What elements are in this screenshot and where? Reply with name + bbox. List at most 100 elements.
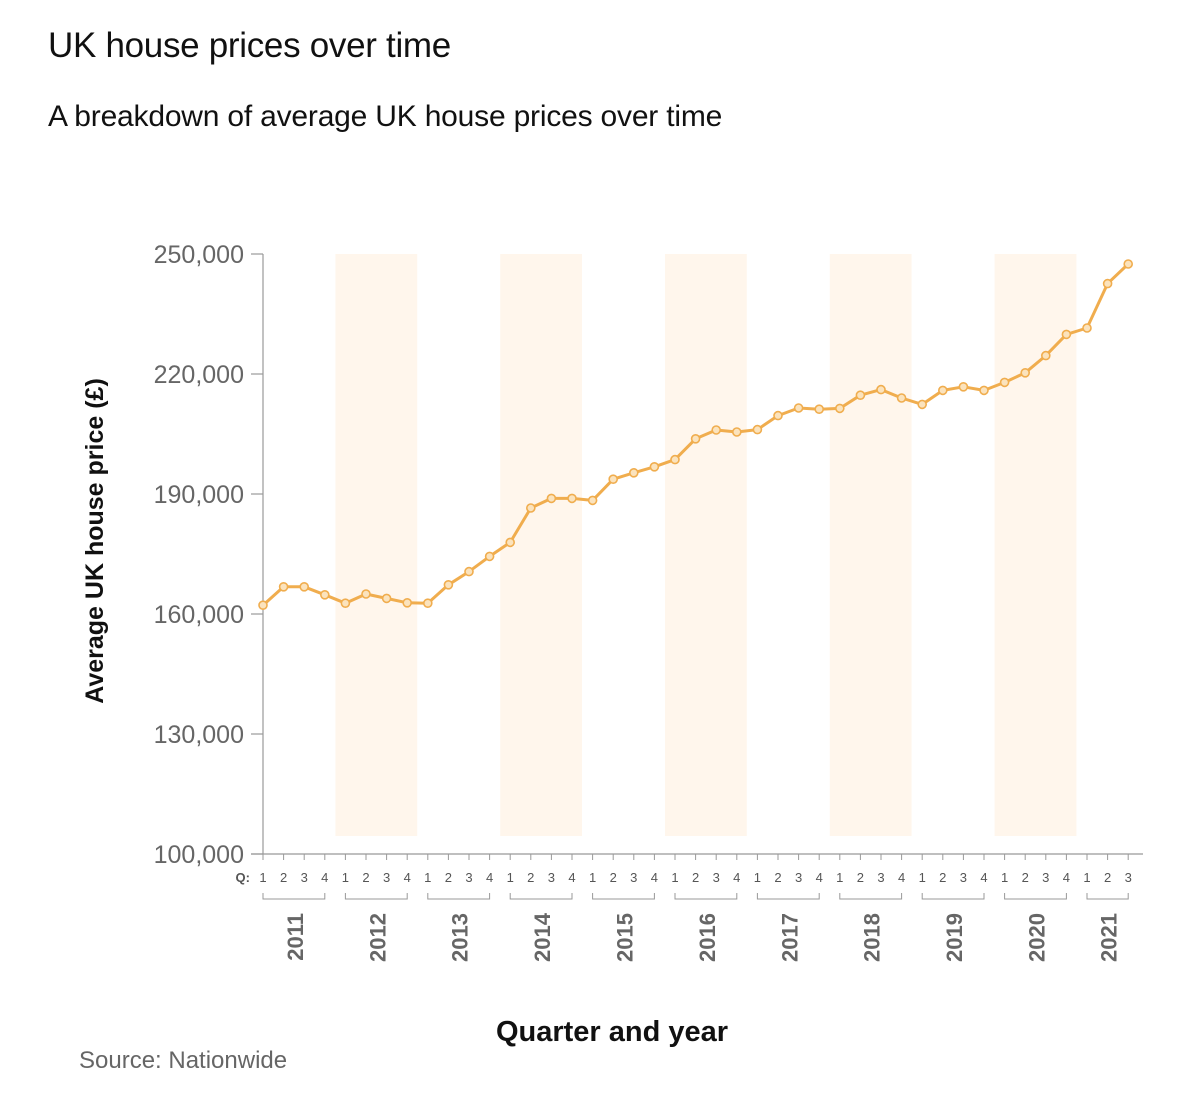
year-band-2020 xyxy=(994,254,1077,836)
data-point xyxy=(1123,259,1133,269)
year-bracket xyxy=(756,893,820,900)
data-point xyxy=(834,403,845,414)
data-point xyxy=(381,593,392,604)
year-label: 2017 xyxy=(777,913,802,962)
quarter-label: 1 xyxy=(919,870,926,885)
data-point xyxy=(690,433,701,444)
quarter-label: 3 xyxy=(1042,870,1049,885)
quarter-label: 3 xyxy=(960,870,967,885)
quarter-label: 4 xyxy=(651,870,658,885)
data-point xyxy=(546,493,557,504)
quarter-label: 2 xyxy=(774,870,781,885)
data-point xyxy=(855,390,866,401)
data-point xyxy=(1082,323,1092,333)
data-point xyxy=(361,589,371,599)
data-point xyxy=(876,384,886,395)
chart-subtitle: A breakdown of average UK house prices o… xyxy=(48,100,723,133)
y-tick-label: 190,000 xyxy=(154,481,244,509)
year-label: 2015 xyxy=(613,913,638,962)
data-point xyxy=(464,566,474,577)
year-band-2012 xyxy=(335,254,418,836)
data-point xyxy=(649,461,660,472)
year-bracket xyxy=(839,893,903,900)
data-point xyxy=(422,598,433,609)
year-bracket xyxy=(262,893,326,900)
year-label: 2020 xyxy=(1025,913,1050,962)
data-point xyxy=(443,579,454,590)
year-label: 2013 xyxy=(448,913,473,962)
year-bracket xyxy=(509,893,573,900)
data-point xyxy=(628,467,639,478)
quarter-label: 3 xyxy=(465,870,472,885)
data-point xyxy=(917,399,928,410)
x-axis-title: Quarter and year xyxy=(496,1016,728,1048)
year-label: 2012 xyxy=(365,913,390,962)
data-point xyxy=(731,427,742,437)
quarter-label: 3 xyxy=(713,870,720,885)
year-label: 2019 xyxy=(942,913,967,962)
data-point xyxy=(752,424,763,435)
quarter-label: 3 xyxy=(630,870,637,885)
year-label: 2021 xyxy=(1097,913,1122,962)
data-point xyxy=(958,381,969,392)
data-point xyxy=(670,454,680,465)
chart-title: UK house prices over time xyxy=(48,26,451,65)
quarter-label: 4 xyxy=(321,870,328,885)
data-point xyxy=(793,403,804,413)
quarter-label: 2 xyxy=(1104,870,1111,885)
year-band-2016 xyxy=(665,254,747,836)
year-label: 2018 xyxy=(860,913,885,962)
y-tick-label: 220,000 xyxy=(154,361,244,389)
quarter-label: 3 xyxy=(877,870,884,885)
quarter-label: 1 xyxy=(754,870,761,885)
data-point xyxy=(1102,278,1113,289)
quarter-label: 4 xyxy=(404,870,411,885)
quarter-label: 2 xyxy=(939,870,946,885)
quarter-label: 3 xyxy=(301,870,308,885)
quarter-label: 1 xyxy=(507,870,514,885)
data-point xyxy=(567,493,577,504)
data-point xyxy=(608,474,619,485)
year-label: 2016 xyxy=(695,913,720,962)
data-point xyxy=(1041,350,1051,361)
data-point xyxy=(505,537,516,548)
year-bracket xyxy=(1086,893,1129,900)
y-tick-label: 130,000 xyxy=(154,721,244,749)
year-bracket xyxy=(921,893,985,900)
data-point xyxy=(587,495,598,506)
year-bracket xyxy=(592,893,655,900)
data-point xyxy=(299,581,310,592)
data-point xyxy=(1020,367,1030,378)
quarter-label: 1 xyxy=(836,870,843,885)
year-label: 2014 xyxy=(530,912,555,962)
quarter-label: 2 xyxy=(280,870,287,885)
data-point xyxy=(402,597,413,608)
data-point xyxy=(484,551,495,562)
year-bracket xyxy=(1004,893,1067,900)
quarter-label: 1 xyxy=(671,870,678,885)
data-point xyxy=(814,404,825,415)
y-tick-label: 100,000 xyxy=(154,841,244,869)
source-note: Source: Nationwide xyxy=(79,1047,288,1074)
quarter-label: 1 xyxy=(424,870,431,885)
quarter-label: 4 xyxy=(980,870,987,885)
year-bracket xyxy=(344,893,408,900)
quarter-label: 3 xyxy=(795,870,802,885)
data-point xyxy=(258,600,268,611)
quarter-label: 1 xyxy=(342,870,349,885)
quarter-label: 4 xyxy=(486,870,493,885)
data-point xyxy=(340,598,351,609)
data-point xyxy=(1061,329,1072,340)
y-tick-label: 250,000 xyxy=(154,241,244,269)
quarter-label: 3 xyxy=(383,870,390,885)
quarter-label: 3 xyxy=(1125,870,1132,885)
data-point xyxy=(319,589,330,600)
year-bracket xyxy=(427,893,491,900)
quarter-label: 2 xyxy=(857,870,864,885)
quarter-label: 2 xyxy=(610,870,617,885)
quarter-label: 2 xyxy=(1022,870,1029,885)
year-label: 2011 xyxy=(283,913,308,961)
data-point xyxy=(278,581,289,592)
quarter-label: 3 xyxy=(548,870,555,885)
